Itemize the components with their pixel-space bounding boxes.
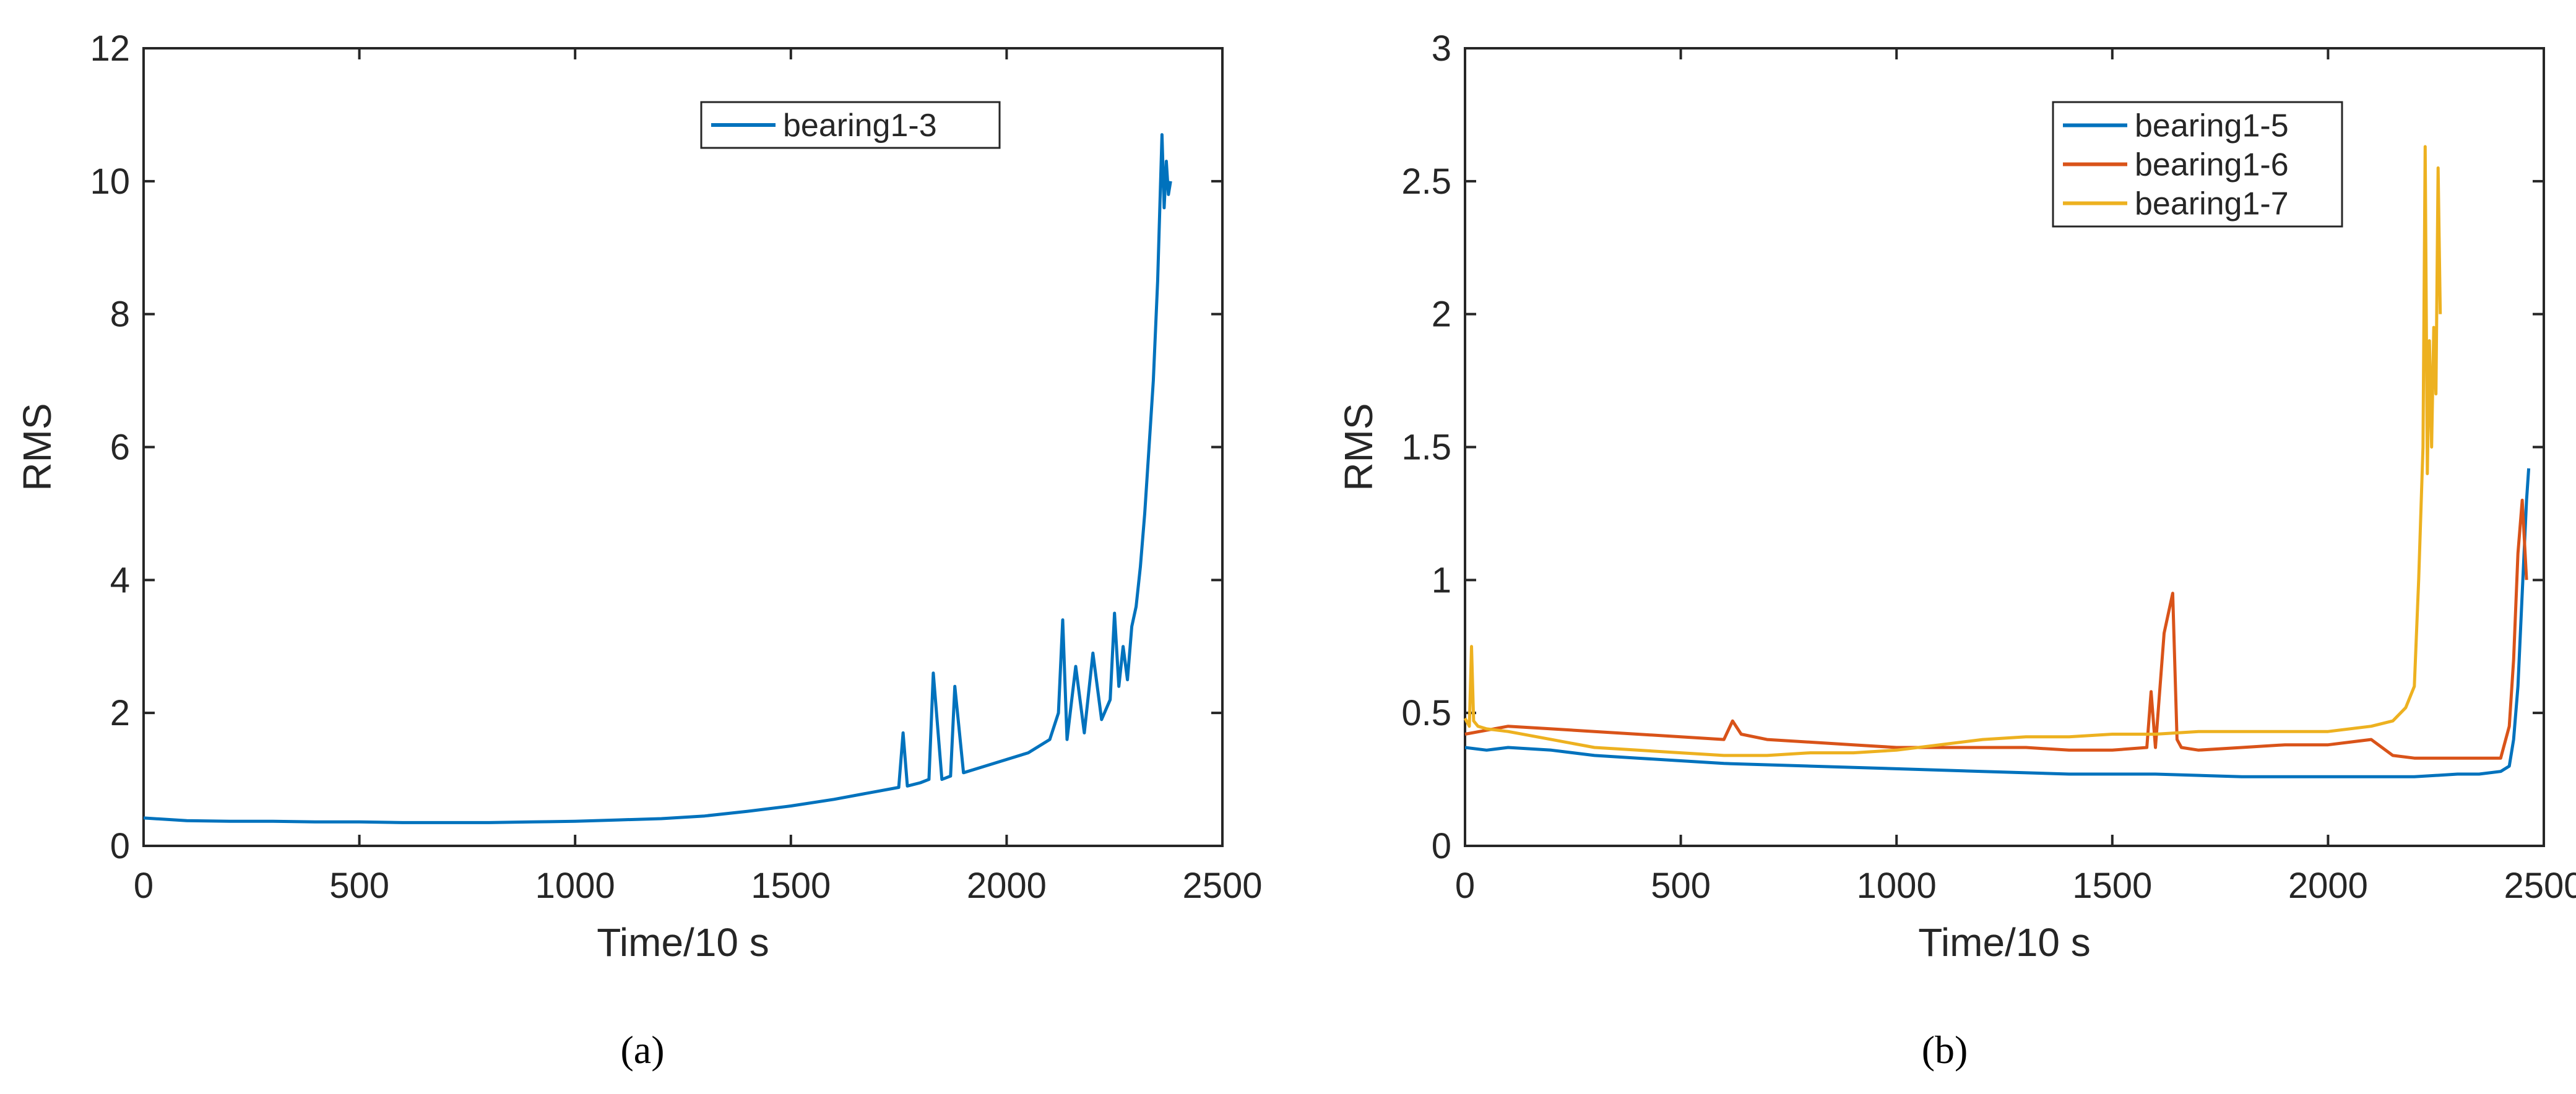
x-tick-label: 2000 (2288, 866, 2368, 906)
x-tick-label: 1500 (751, 866, 831, 906)
y-tick-label: 8 (110, 295, 130, 335)
x-axis-title: Time/10 s (1918, 920, 2091, 965)
x-tick-label: 1000 (1857, 866, 1937, 906)
y-tick-label: 6 (110, 428, 130, 468)
panel-label: (a) (620, 1028, 664, 1072)
x-tick-label: 1500 (2072, 866, 2152, 906)
y-tick-label: 12 (90, 28, 130, 69)
x-tick-label: 1000 (535, 866, 615, 906)
y-tick-label: 1.5 (1401, 428, 1451, 468)
y-tick-label: 3 (1432, 28, 1451, 69)
series-line-bearing1-6 (1464, 498, 2528, 760)
x-tick-label: 500 (329, 866, 389, 906)
y-axis-title: RMS (1336, 403, 1381, 491)
x-tick-label: 2500 (2504, 866, 2576, 906)
series-line-bearing1-5 (1464, 468, 2531, 778)
y-tick-label: 0 (110, 826, 130, 866)
y-tick-label: 0 (1432, 826, 1451, 866)
x-tick-label: 2500 (1182, 866, 1262, 906)
y-tick-label: 2 (110, 693, 130, 733)
y-axis-title: RMS (15, 403, 59, 491)
x-tick-label: 2000 (967, 866, 1047, 906)
x-tick-label: 0 (134, 866, 153, 906)
panel-label: (b) (1922, 1028, 1968, 1072)
legend-label: bearing1-5 (2135, 108, 2289, 144)
y-tick-label: 1 (1432, 560, 1451, 600)
series-line-bearing1-3 (143, 133, 1172, 824)
legend-label: bearing1-6 (2135, 147, 2289, 183)
panel-b: 0 500 1000 1500 2000 2500 0 0.5 1 1.5 2 2.5 3 Time/10… (1336, 28, 2576, 1072)
legend-label: bearing1-7 (2135, 186, 2289, 222)
legend-label: bearing1-3 (783, 108, 937, 144)
axes-frame (142, 47, 1224, 847)
y-tick-label: 2 (1432, 295, 1451, 335)
series-line-bearing1-7 (1463, 145, 2442, 757)
x-axis-title: Time/10 s (597, 920, 769, 965)
y-tick-label: 2.5 (1401, 162, 1451, 202)
x-tick-label: 500 (1651, 866, 1711, 906)
axes-frame (1464, 47, 2545, 847)
y-tick-label: 0.5 (1401, 693, 1451, 733)
y-tick-label: 4 (110, 560, 130, 600)
y-tick-label: 10 (90, 162, 130, 202)
x-tick-label: 0 (1455, 866, 1475, 906)
panel-a: 0 500 1000 1500 2000 2500 0 2 4 6 8 10 12 Time/10 s RM… (15, 28, 1263, 1072)
